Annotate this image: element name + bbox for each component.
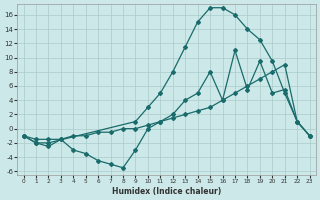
X-axis label: Humidex (Indice chaleur): Humidex (Indice chaleur) bbox=[112, 187, 221, 196]
